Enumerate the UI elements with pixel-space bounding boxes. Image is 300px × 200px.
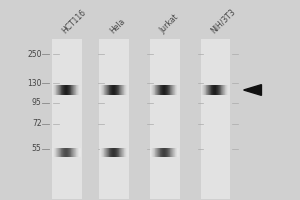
Text: 250: 250 bbox=[27, 50, 41, 59]
Text: 72: 72 bbox=[32, 119, 41, 128]
Text: NIH/3T3: NIH/3T3 bbox=[209, 7, 237, 35]
FancyBboxPatch shape bbox=[150, 39, 180, 199]
FancyBboxPatch shape bbox=[100, 39, 129, 199]
Text: Jurkat: Jurkat bbox=[158, 13, 181, 35]
Polygon shape bbox=[244, 85, 262, 95]
Text: HCT116: HCT116 bbox=[60, 8, 88, 35]
Text: 55: 55 bbox=[32, 144, 41, 153]
FancyBboxPatch shape bbox=[52, 39, 82, 199]
Text: 95: 95 bbox=[32, 98, 41, 107]
Text: 130: 130 bbox=[27, 79, 41, 88]
FancyBboxPatch shape bbox=[200, 39, 230, 199]
Text: Hela: Hela bbox=[108, 17, 127, 35]
